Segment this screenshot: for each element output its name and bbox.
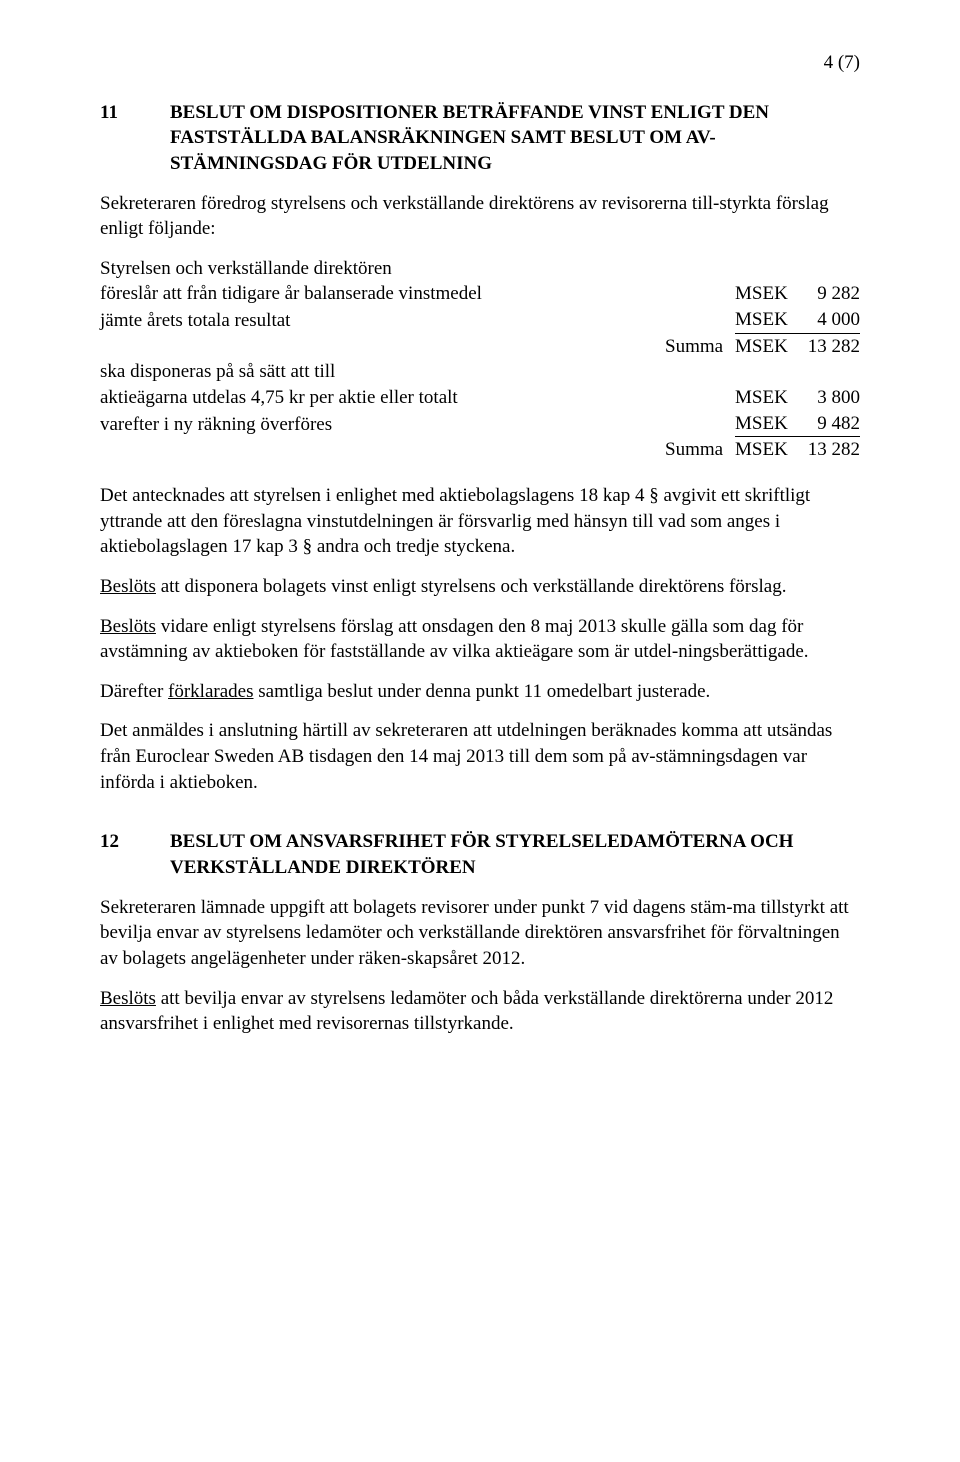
underline-word: Beslöts [100,616,156,637]
section-12-p1: Sekreteraren lämnade uppgift att bolaget… [100,895,860,972]
fin-row: Styrelsen och verkställande direktören [100,256,860,282]
section-11-beslot1: Beslöts att disponera bolagets vinst enl… [100,574,860,600]
fin-value: 9 282 [795,281,860,307]
fin-row: varefter i ny räkning överföres MSEK 9 4… [100,411,860,438]
section-11-beslot2: Beslöts vidare enligt styrelsens förslag… [100,614,860,665]
fin-unit: MSEK [735,334,795,360]
section-12-heading: 12 BESLUT OM ANSVARSFRIHET FÖR STYRELSEL… [100,829,860,880]
underline-word: Beslöts [100,988,156,1009]
fin-label: föreslår att från tidigare år balanserad… [100,281,665,307]
fin-summa: Summa [665,437,735,463]
section-12-title: BESLUT OM ANSVARSFRIHET FÖR STYRELSELEDA… [170,829,860,880]
fin-unit: MSEK [735,385,795,411]
fin-row-summa: Summa MSEK 13 282 [100,334,860,360]
section-12-p2: Beslöts att bevilja envar av styrelsens … [100,986,860,1037]
fin-row: föreslår att från tidigare år balanserad… [100,281,860,307]
section-12-number: 12 [100,829,170,855]
section-11-number: 11 [100,100,170,126]
fin-summa: Summa [665,334,735,360]
fin-label: Styrelsen och verkställande direktören [100,256,665,282]
text: att bevilja envar av styrelsens ledamöte… [100,988,833,1035]
fin-label: varefter i ny räkning överföres [100,412,665,438]
section-11-heading: 11 BESLUT OM DISPOSITIONER BETRÄFFANDE V… [100,100,860,177]
page-number: 4 (7) [100,50,860,76]
text: Därefter [100,681,168,702]
fin-unit: MSEK [735,307,795,334]
text: vidare enligt styrelsens förslag att ons… [100,616,809,663]
fin-value: 3 800 [795,385,860,411]
section-11-anmaldes: Det anmäldes i anslutning härtill av sek… [100,718,860,795]
text: samtliga beslut under denna punkt 11 ome… [254,681,711,702]
fin-value: 13 282 [795,334,860,360]
fin-label: ska disponeras på så sätt att till [100,359,665,385]
fin-row-summa: Summa MSEK 13 282 [100,437,860,463]
section-11-noted: Det antecknades att styrelsen i enlighet… [100,483,860,560]
financial-block: Styrelsen och verkställande direktören f… [100,256,860,463]
underline-word: Beslöts [100,576,156,597]
fin-unit: MSEK [735,411,795,438]
fin-unit: MSEK [735,437,795,463]
section-11-darefter: Därefter förklarades samtliga beslut und… [100,679,860,705]
fin-row: jämte årets totala resultat MSEK 4 000 [100,307,860,334]
section-11-intro: Sekreteraren föredrog styrelsens och ver… [100,191,860,242]
fin-row: ska disponeras på så sätt att till [100,359,860,385]
section-11-title: BESLUT OM DISPOSITIONER BETRÄFFANDE VINS… [170,100,860,177]
fin-value: 4 000 [795,307,860,334]
fin-unit: MSEK [735,281,795,307]
fin-value: 13 282 [795,437,860,463]
fin-row: aktieägarna utdelas 4,75 kr per aktie el… [100,385,860,411]
fin-label: aktieägarna utdelas 4,75 kr per aktie el… [100,385,665,411]
fin-value: 9 482 [795,411,860,438]
text: att disponera bolagets vinst enligt styr… [156,576,787,597]
fin-label: jämte årets totala resultat [100,308,665,334]
underline-word: förklarades [168,681,253,702]
